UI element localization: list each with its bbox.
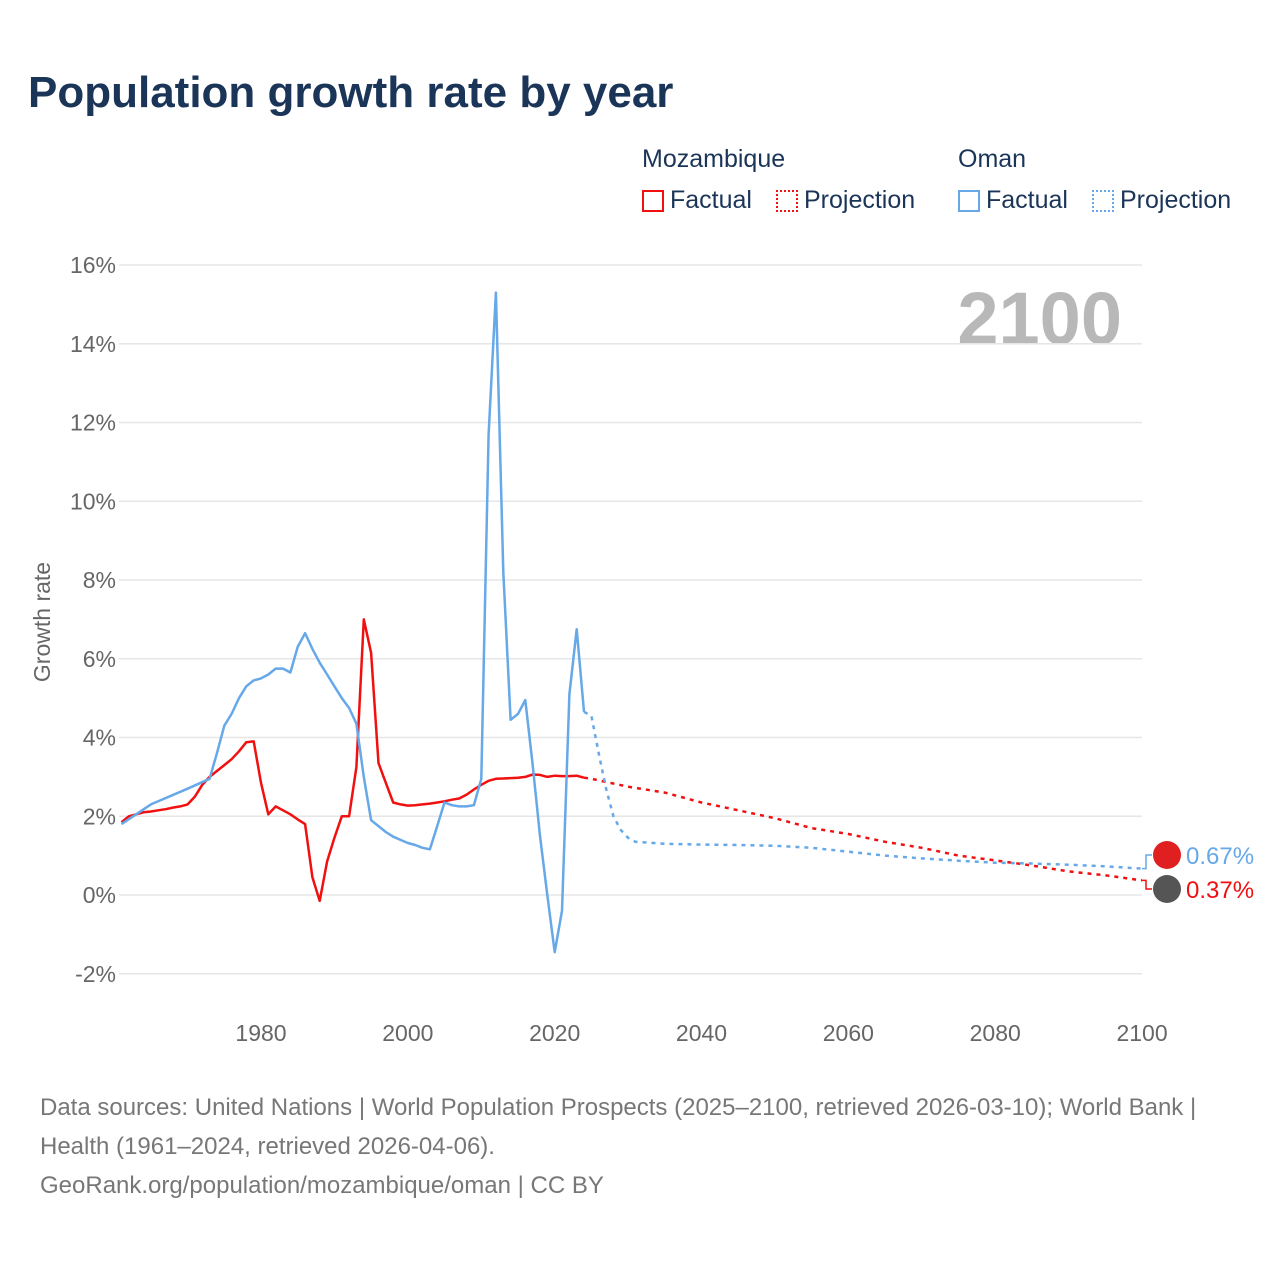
- y-tick-label: 12%: [70, 410, 116, 436]
- x-tick-label: 2080: [970, 1020, 1021, 1046]
- legend-label: Factual: [986, 186, 1068, 214]
- legend-oman-projection[interactable]: Projection: [1092, 186, 1231, 215]
- y-tick-label: 10%: [70, 488, 116, 514]
- legend-swatch: [642, 190, 664, 212]
- y-tick-label: 16%: [70, 252, 116, 278]
- oman-factual-line: [120, 291, 586, 954]
- y-tick-label: -2%: [75, 961, 116, 987]
- x-tick-label: 1980: [235, 1020, 286, 1046]
- y-tick-label: 0%: [83, 882, 116, 908]
- y-tick-label: 4%: [83, 725, 116, 751]
- year-indicator: 2100: [957, 277, 1122, 360]
- y-tick-label: 2%: [83, 803, 116, 829]
- connector: [1142, 879, 1152, 890]
- x-tick-label: 2040: [676, 1020, 727, 1046]
- y-tick-label: 14%: [70, 331, 116, 357]
- footer: Data sources: United Nations | World Pop…: [40, 1088, 1240, 1205]
- mozambique-factual-line: [120, 618, 585, 903]
- connector: [1142, 854, 1152, 870]
- x-tick-label: 2020: [529, 1020, 580, 1046]
- credit-link[interactable]: GeoRank.org/population/mozambique/oman |…: [40, 1172, 604, 1199]
- legend-mozambique-factual[interactable]: Factual: [642, 186, 752, 215]
- legend-group-mozambique: Mozambique: [642, 145, 786, 173]
- oman-flag-icon: [1153, 841, 1181, 869]
- legend-swatch: [1092, 190, 1114, 212]
- legend-group-oman: Oman: [958, 145, 1027, 173]
- chart-title: Population growth rate by year: [28, 68, 674, 117]
- legend-swatch: [958, 190, 980, 212]
- legend-label: Projection: [1120, 186, 1232, 214]
- legend-oman-factual[interactable]: Factual: [958, 186, 1068, 215]
- legend-swatch: [776, 190, 798, 212]
- y-tick-label: 6%: [83, 646, 116, 672]
- mozambique-projection-line: [583, 776, 1143, 882]
- oman-projection-line: [583, 710, 1143, 870]
- legend-label: Factual: [670, 186, 752, 214]
- mozambique-flag-icon: [1153, 875, 1181, 903]
- x-tick-label: 2100: [1116, 1020, 1167, 1046]
- mozambique-end-label: 0.37%: [1186, 877, 1254, 904]
- legend-label: Projection: [804, 186, 916, 214]
- x-tick-label: 2060: [823, 1020, 874, 1046]
- y-tick-label: 8%: [83, 567, 116, 593]
- oman-end-label: 0.67%: [1186, 843, 1254, 870]
- y-axis-label: Growth rate: [29, 562, 55, 682]
- legend-mozambique-projection[interactable]: Projection: [776, 186, 915, 215]
- x-tick-label: 2000: [382, 1020, 433, 1046]
- data-sources: Data sources: United Nations | World Pop…: [40, 1094, 1197, 1160]
